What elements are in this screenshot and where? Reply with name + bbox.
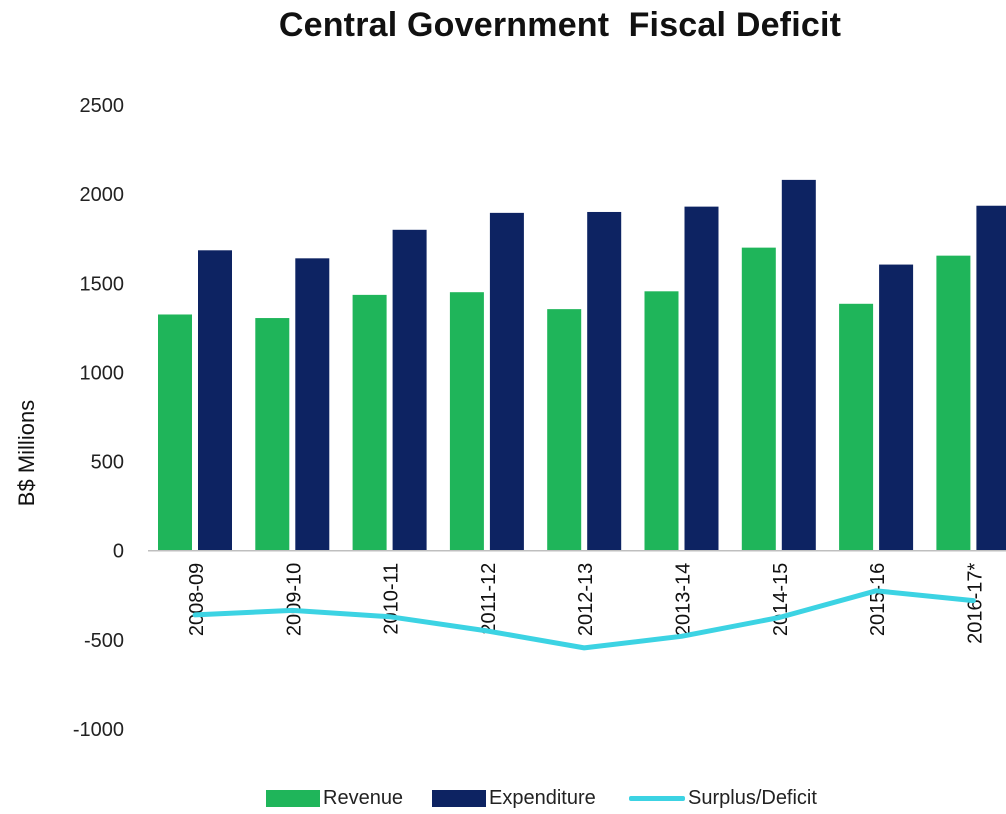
bar-revenue	[547, 309, 582, 551]
chart-title: Central Government Fiscal Deficit	[278, 6, 842, 44]
legend: Revenue Expenditure Surplus/Deficit	[0, 787, 1006, 813]
legend-label-surplus-deficit: Surplus/Deficit	[688, 787, 817, 809]
bar-expenditure	[976, 205, 1006, 551]
y-tick-label: -500	[84, 630, 124, 652]
x-tick-label: 2009-10	[283, 563, 305, 636]
bar-expenditure	[781, 179, 816, 551]
y-tick-label: 0	[113, 541, 124, 563]
y-tick-label: 2500	[80, 95, 125, 117]
legend-item-surplus-deficit: Surplus/Deficit	[629, 787, 817, 810]
legend-swatch-revenue	[266, 790, 320, 807]
bar-expenditure	[392, 229, 427, 551]
bar-revenue	[741, 247, 776, 551]
y-axis-ticks: 2500 2000 1500 1000 500 0 -500 -1000	[73, 95, 124, 741]
legend-label-revenue: Revenue	[323, 787, 404, 809]
x-axis-ticks: 2008-09 2009-10 2010-11 2011-12 2012-13 2013-…	[186, 563, 986, 644]
legend-label-expenditure: Expenditure	[489, 787, 596, 809]
line-series	[192, 588, 976, 651]
bar-expenditure	[295, 258, 330, 551]
line-surplus-deficit	[192, 588, 976, 651]
bar-expenditure	[489, 212, 524, 551]
x-tick-label: 2016-17*	[964, 563, 986, 644]
bar-revenue	[352, 294, 387, 551]
bars	[158, 179, 1006, 551]
y-tick-label: 1500	[80, 273, 125, 295]
x-tick-label: 2010-11	[381, 563, 403, 635]
bar-expenditure	[684, 206, 719, 551]
y-tick-label: -1000	[73, 719, 124, 741]
bar-expenditure	[879, 264, 914, 551]
bar-revenue	[449, 292, 484, 551]
bar-revenue	[255, 318, 290, 551]
bar-revenue	[158, 314, 192, 551]
y-tick-label: 2000	[80, 184, 125, 206]
y-tick-label: 500	[91, 452, 124, 474]
x-tick-label: 2015-16	[867, 563, 889, 636]
bar-revenue	[936, 255, 971, 551]
legend-swatch-surplus-deficit	[629, 796, 685, 801]
bar-expenditure	[587, 211, 622, 551]
bar-revenue	[644, 291, 679, 551]
legend-swatch-expenditure	[432, 790, 486, 807]
x-tick-label: 2014-15	[770, 563, 792, 636]
x-tick-label: 2012-13	[575, 563, 597, 636]
bar-revenue	[839, 303, 874, 551]
x-tick-label: 2011-12	[478, 563, 500, 635]
legend-item-expenditure: Expenditure	[432, 787, 596, 810]
x-tick-label: 2008-09	[186, 563, 208, 636]
x-tick-label: 2013-14	[673, 563, 695, 636]
legend-item-revenue: Revenue	[266, 787, 403, 810]
bar-expenditure	[198, 250, 232, 551]
y-tick-label: 1000	[80, 362, 125, 384]
